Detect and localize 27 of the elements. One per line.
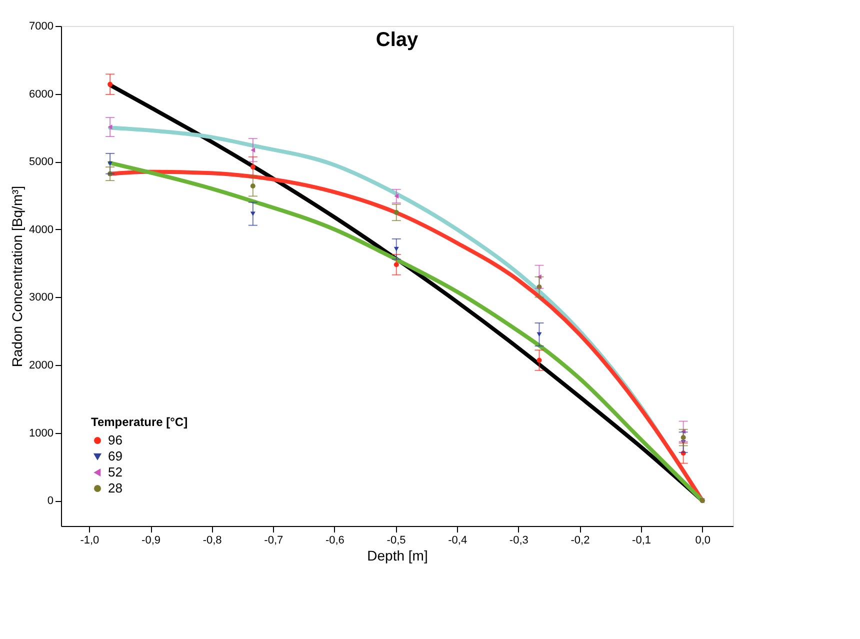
y-axis-title: Radon Concentration [Bq/m³]: [9, 186, 26, 368]
chart-title: Clay: [376, 29, 419, 51]
y-tick-label: 6000: [29, 88, 54, 100]
x-tick-label: -0,6: [325, 534, 344, 546]
x-tick-label: -0,9: [142, 534, 161, 546]
legend-title: Temperature [°C]: [91, 415, 188, 429]
y-tick-label: 5000: [29, 156, 54, 168]
x-tick-label: -0,3: [509, 534, 528, 546]
x-tick-label: -0,8: [202, 534, 222, 546]
y-tick-label: 3000: [29, 292, 54, 304]
legend-label: 52: [108, 464, 122, 480]
x-tick-label: -1,0: [80, 534, 100, 546]
y-tick-label: 4000: [29, 224, 54, 236]
y-tick-label: 2000: [29, 359, 54, 372]
x-tick-label: 0,0: [695, 534, 710, 546]
x-tick-label: -0,7: [264, 534, 284, 546]
legend-label: 28: [108, 480, 122, 496]
legend-label: 96: [108, 432, 122, 448]
y-tick-label: 1000: [29, 427, 54, 440]
legend-label: 69: [108, 448, 122, 464]
x-tick-label: -0,1: [632, 534, 652, 546]
x-tick-label: -0,2: [570, 534, 590, 546]
y-tick-label: 0: [47, 495, 54, 508]
x-axis-title: Depth [m]: [367, 548, 428, 564]
y-tick-label: 7000: [29, 20, 54, 32]
x-tick-label: -0,4: [448, 534, 468, 546]
x-tick-label: -0,5: [386, 534, 406, 546]
